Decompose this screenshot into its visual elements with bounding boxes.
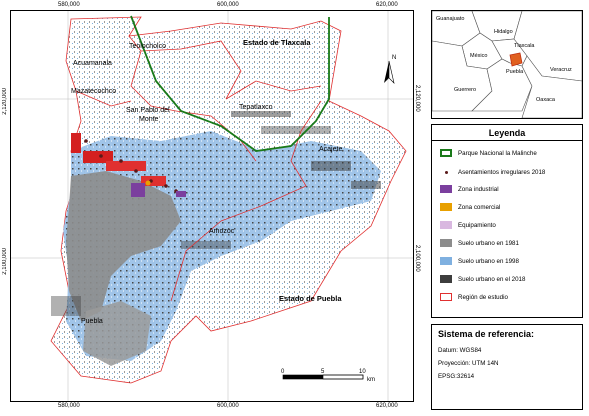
malinche-park-boundary [130, 15, 330, 152]
main-map[interactable]: Teolocholco Acuamanala Mazatecochco San … [10, 10, 414, 402]
label-acuamanala: Acuamanala [73, 60, 112, 67]
svg-text:5: 5 [321, 369, 325, 375]
label-estado-puebla: Estado de Puebla [279, 294, 342, 303]
coord-bottom-2: 600,000 [217, 403, 239, 409]
urban-2018-scatter [51, 111, 381, 316]
scale-bar: 0 5 10 km [281, 369, 375, 383]
inset-canvas: Guanajuato Hidalgo Tlaxcala México Verac… [431, 10, 583, 119]
svg-text:Hidalgo: Hidalgo [494, 29, 513, 35]
svg-text:Puebla: Puebla [506, 69, 524, 75]
reference-projection: Proyección: UTM 14N [438, 360, 499, 367]
label-acajete: Acajete [319, 146, 342, 153]
svg-text:Oaxaca: Oaxaca [536, 97, 556, 103]
municipal-boundaries [75, 35, 322, 302]
industrial-zone-2 [176, 191, 186, 197]
svg-text:10: 10 [359, 369, 366, 375]
coord-left-1: 2,120,000 [2, 88, 8, 115]
north-arrow-icon: N [384, 55, 396, 84]
label-puebla: Puebla [81, 318, 103, 325]
reference-datum: Datum: WGS84 [438, 347, 482, 354]
coord-top-2: 600,000 [217, 2, 239, 8]
label-tepatlaxco: Tepatlaxco [239, 104, 273, 111]
legend-item-study-region: Región de estudio [440, 293, 508, 301]
legend-item-settlements: Asentamientos irregulares 2018 [440, 168, 545, 176]
svg-text:México: México [470, 53, 487, 59]
svg-text:Guanajuato: Guanajuato [436, 16, 464, 22]
inset-highlight [509, 52, 523, 67]
svg-text:0: 0 [281, 369, 285, 375]
coord-right-1: 2,120,000 [414, 85, 420, 112]
legend-item-urban-1998: Suelo urbano en 1998 [440, 257, 519, 265]
irregular-settlements-cluster [71, 133, 178, 193]
legend-item-industrial: Zona industrial [440, 185, 499, 193]
inset-map: Guanajuato Hidalgo Tlaxcala México Verac… [431, 10, 583, 119]
label-teolocholco: Teolocholco [129, 43, 166, 50]
legend-item-equipment: Equipamiento [440, 221, 496, 229]
reference-title: Sistema de referencia: [438, 329, 535, 339]
legend-item-malinche: Parque Nacional la Malinche [440, 149, 537, 157]
legend-title: Leyenda [432, 125, 582, 141]
reference-epsg: EPSG:32614 [438, 373, 475, 380]
coord-bottom-1: 580,000 [58, 403, 80, 409]
coord-bottom-3: 620,000 [376, 403, 398, 409]
swatch-dot-icon [440, 168, 452, 176]
urban-1981-area-2 [83, 301, 151, 366]
label-mazatecochco: Mazatecochco [71, 88, 116, 95]
coord-top-3: 620,000 [376, 2, 398, 8]
label-san-pablo-2: Monte [139, 116, 159, 123]
reference-panel: Sistema de referencia: Datum: WGS84 Proy… [431, 324, 583, 410]
legend-panel: Leyenda Parque Nacional la Malinche Asen… [431, 124, 583, 318]
label-estado-tlaxcala: Estado de Tlaxcala [243, 38, 311, 47]
swatch-green-outline [440, 149, 452, 157]
label-amozoc: Amozoc [209, 228, 235, 235]
map-canvas: Teolocholco Acuamanala Mazatecochco San … [11, 11, 413, 401]
urban-1981-area [66, 171, 181, 321]
label-san-pablo-1: San Pablo del [126, 107, 170, 114]
svg-text:Guerrero: Guerrero [454, 87, 476, 93]
coord-right-2: 2,100,000 [414, 245, 420, 272]
svg-text:Veracruz: Veracruz [550, 67, 572, 73]
legend-item-urban-1981: Suelo urbano en 1981 [440, 239, 519, 247]
svg-text:N: N [392, 55, 396, 61]
legend-item-commercial: Zona comercial [440, 203, 500, 211]
coord-top-1: 580,000 [58, 2, 80, 8]
svg-text:Tlaxcala: Tlaxcala [514, 43, 535, 49]
svg-text:km: km [367, 377, 375, 383]
legend-item-urban-2018: Suelo urbano en el 2018 [440, 275, 525, 283]
commercial-zone [145, 180, 151, 186]
coord-left-2: 2,100,000 [2, 248, 8, 275]
industrial-zone [131, 183, 145, 197]
